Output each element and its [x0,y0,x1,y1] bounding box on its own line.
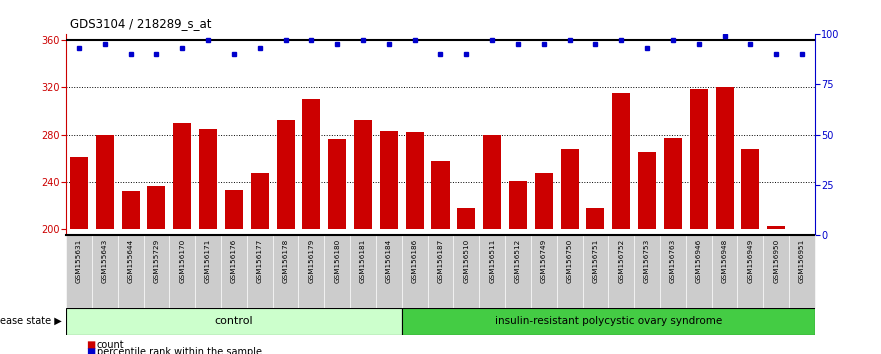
Text: count: count [97,340,124,350]
Bar [66,235,92,308]
Bar [96,135,114,229]
Bar [196,235,221,308]
Text: GSM155643: GSM155643 [102,238,107,282]
Bar [199,129,217,229]
Text: GSM156186: GSM156186 [411,238,418,282]
Text: insulin-resistant polycystic ovary syndrome: insulin-resistant polycystic ovary syndr… [495,316,722,326]
Bar [509,181,527,229]
Text: GSM156949: GSM156949 [747,238,753,282]
Text: GDS3104 / 218289_s_at: GDS3104 / 218289_s_at [70,17,212,30]
Bar [531,235,557,308]
Text: ■: ■ [86,347,95,354]
Text: GSM156946: GSM156946 [696,238,702,282]
Text: percentile rank within the sample: percentile rank within the sample [97,347,262,354]
Bar [712,235,737,308]
Bar [457,208,476,229]
Text: GSM156763: GSM156763 [670,238,676,282]
Bar [715,87,734,229]
Bar [587,208,604,229]
Text: GSM156512: GSM156512 [515,238,521,282]
Bar [350,235,376,308]
Bar [118,235,144,308]
Bar [582,235,609,308]
Text: control: control [215,316,253,326]
Bar [789,235,815,308]
Text: GSM156179: GSM156179 [308,238,315,282]
Bar [560,149,579,229]
Text: GSM156749: GSM156749 [541,238,547,282]
Bar [376,235,402,308]
Text: GSM156181: GSM156181 [360,238,366,282]
Text: GSM156511: GSM156511 [489,238,495,282]
Text: GSM156176: GSM156176 [231,238,237,282]
Bar [354,120,372,229]
Bar [174,122,191,229]
Bar [122,192,140,229]
Bar [690,90,707,229]
Text: GSM156753: GSM156753 [644,238,650,282]
Bar [66,308,402,335]
Text: GSM156752: GSM156752 [618,238,625,282]
Bar [612,93,630,229]
Text: GSM156750: GSM156750 [566,238,573,282]
Bar [324,235,350,308]
Bar [247,235,272,308]
Bar [737,235,763,308]
Bar [225,190,243,229]
Text: ■: ■ [86,340,95,350]
Text: GSM156948: GSM156948 [722,238,728,282]
Bar [70,157,88,229]
Bar [169,235,196,308]
Text: GSM155631: GSM155631 [76,238,82,282]
Bar [302,99,321,229]
Bar [427,235,454,308]
Bar [299,235,324,308]
Text: GSM156177: GSM156177 [256,238,263,282]
Text: GSM156510: GSM156510 [463,238,470,282]
Bar [251,172,269,229]
Text: GSM155729: GSM155729 [153,238,159,282]
Bar [638,152,656,229]
Text: GSM155644: GSM155644 [128,238,134,282]
Text: GSM156751: GSM156751 [592,238,598,282]
Bar [272,235,299,308]
Bar [763,235,789,308]
Bar [557,235,582,308]
Bar [505,235,531,308]
Bar [609,235,634,308]
Bar [432,161,449,229]
Bar [741,149,759,229]
Text: disease state ▶: disease state ▶ [0,316,62,326]
Bar [483,135,501,229]
Bar [328,139,346,229]
Bar [634,235,660,308]
Text: GSM156187: GSM156187 [438,238,443,282]
Bar [767,226,785,229]
Bar [660,235,685,308]
Bar [664,138,682,229]
Bar [147,185,166,229]
Bar [92,235,118,308]
Text: GSM156170: GSM156170 [179,238,185,282]
Bar [454,235,479,308]
Bar [405,132,424,229]
Bar [277,120,294,229]
Text: GSM156171: GSM156171 [205,238,211,282]
Bar [535,172,552,229]
Bar [402,308,815,335]
Bar [479,235,505,308]
Bar [402,235,427,308]
Text: GSM156951: GSM156951 [799,238,805,282]
Bar [144,235,169,308]
Text: GSM156950: GSM156950 [774,238,779,282]
Bar [685,235,712,308]
Text: GSM156180: GSM156180 [334,238,340,282]
Text: GSM156184: GSM156184 [386,238,392,282]
Text: GSM156178: GSM156178 [283,238,289,282]
Bar [221,235,247,308]
Bar [380,131,398,229]
